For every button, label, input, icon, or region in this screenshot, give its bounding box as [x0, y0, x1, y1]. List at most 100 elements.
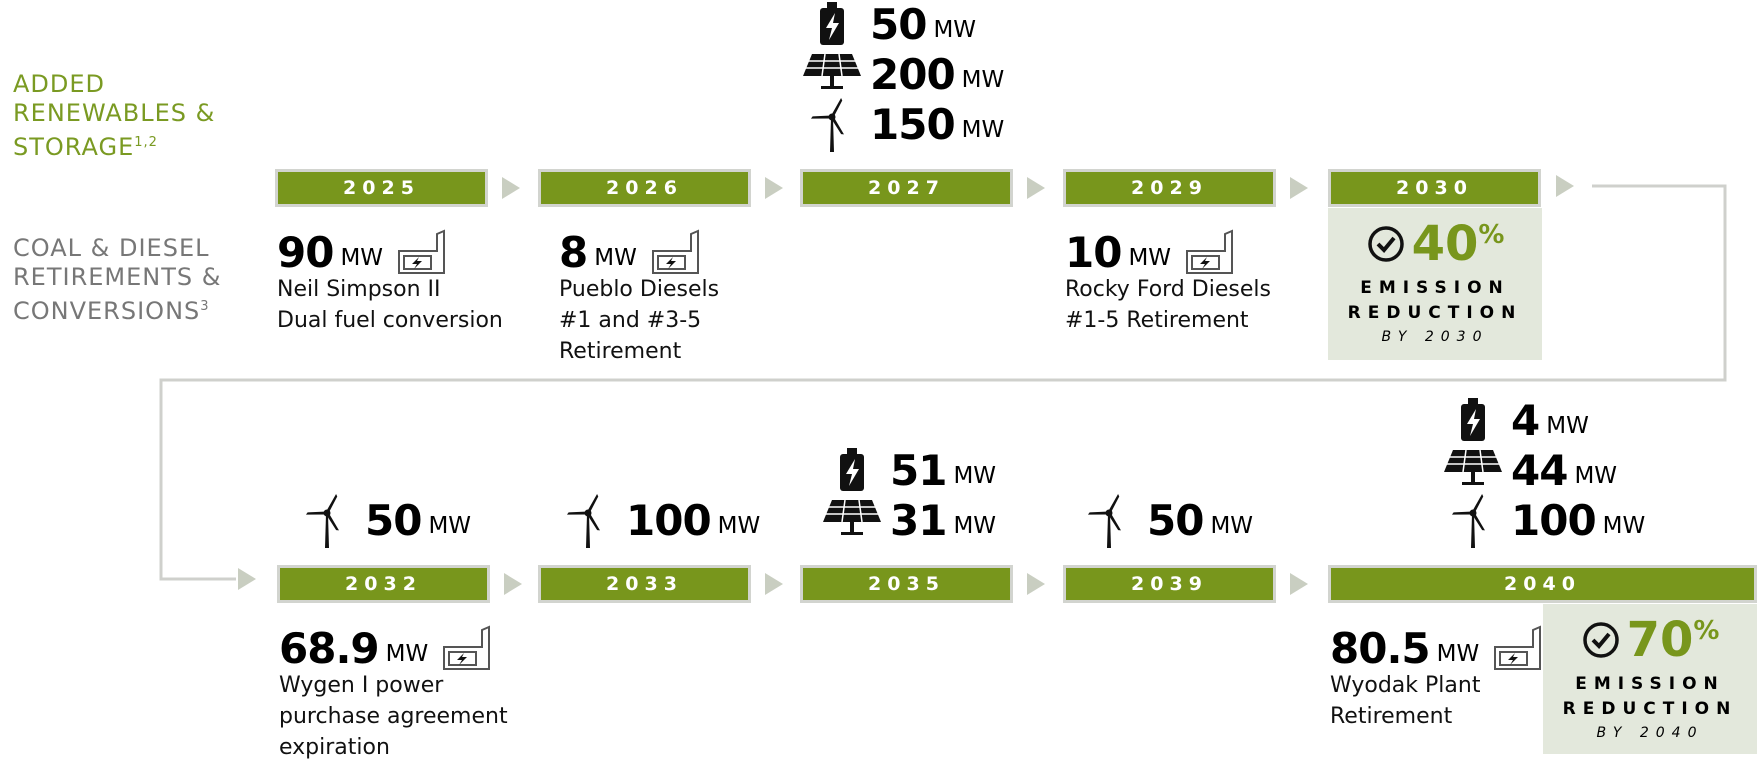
addition-value: 51 [890, 445, 947, 495]
wind-icon-part [1107, 512, 1121, 531]
icon-holder [802, 2, 862, 46]
wind-icon-part [325, 512, 339, 531]
retirement-value: 90 [277, 227, 334, 277]
wind-icon-part [830, 118, 834, 152]
addition-unit: MW [1210, 513, 1254, 539]
addition-value: 31 [890, 495, 947, 545]
solar-icon-part [838, 54, 843, 77]
icon-holder [822, 500, 882, 540]
wind-icon-part [586, 493, 599, 514]
solar-icon-part [850, 522, 854, 532]
wind-icon [810, 97, 844, 152]
retirement-text: Neil Simpson II [277, 277, 441, 302]
plant-icon-part [412, 257, 423, 269]
addition-value: 150 [870, 99, 956, 149]
retirement-unit: MW [1436, 641, 1480, 667]
plant-icon [651, 229, 699, 274]
badge-percent-symbol: % [1478, 220, 1505, 250]
plant-icon-part [1494, 625, 1542, 670]
addition: 51 MW [822, 442, 996, 498]
solar-icon-part [821, 86, 843, 89]
addition: 4 MW [1443, 392, 1589, 448]
badge-by: BY 2030 [1381, 329, 1489, 345]
addition-value: 100 [626, 495, 712, 545]
addition: 44 MW [1443, 442, 1617, 498]
battery-icon-part [1467, 409, 1480, 436]
wind-icon-part [1471, 514, 1475, 548]
solar-icon-part [1462, 482, 1484, 485]
addition: 100 MW [558, 492, 760, 548]
solar-icon-part [841, 532, 863, 535]
arrow [765, 177, 783, 199]
row-label-line: RENEWABLES & [13, 99, 216, 127]
year-bar: 2035 [800, 565, 1013, 603]
year-bar: 2026 [538, 169, 751, 207]
wind-icon-part [1451, 493, 1485, 531]
addition-unit: MW [428, 513, 472, 539]
retirement-unit: MW [340, 245, 384, 271]
addition-unit: MW [961, 67, 1005, 93]
wind-icon-part [1471, 512, 1485, 531]
plant-icon-part [403, 255, 433, 270]
badge-percent: 70% [1626, 612, 1720, 668]
icon-holder [802, 96, 862, 152]
icon-holder [1079, 492, 1139, 548]
solar-icon-part [1462, 450, 1467, 473]
retirement: 90 MW [277, 227, 451, 277]
plant-icon [1186, 229, 1234, 274]
addition-unit: MW [717, 513, 761, 539]
addition-value: 44 [1511, 445, 1568, 495]
icon-holder [1443, 492, 1503, 548]
retirement-value: 68.9 [279, 623, 380, 673]
icon-holder [802, 54, 862, 94]
icon-holder [822, 448, 882, 492]
badge-head: 70% [1543, 608, 1757, 672]
retirement-value: 10 [1065, 227, 1122, 277]
arrow [1027, 573, 1045, 595]
arrow [1027, 177, 1045, 199]
wind-icon-part [1107, 514, 1111, 548]
check-icon-part [1376, 236, 1396, 253]
check-icon-part [1591, 632, 1611, 649]
wind-icon [566, 493, 600, 548]
retirement-text: expiration [279, 735, 390, 760]
plant-icon-part [665, 257, 676, 269]
addition-value: 50 [1147, 495, 1204, 545]
retirement-text: Pueblo Diesels [559, 277, 720, 302]
battery-icon [1461, 398, 1485, 441]
wind-icon-part [1451, 511, 1474, 515]
plant-icon-part [398, 229, 446, 274]
solar-icon [1444, 450, 1502, 485]
retirement-value: 80.5 [1330, 623, 1431, 673]
wind-icon-part [1087, 493, 1121, 531]
plant-icon-part [1508, 653, 1519, 665]
wind-icon-part [810, 115, 833, 119]
row-label-line: COAL & DIESEL [13, 234, 210, 262]
wind-icon [305, 493, 339, 548]
solar-icon-part [1471, 472, 1475, 482]
arrow [1290, 573, 1308, 595]
addition-unit: MW [961, 117, 1005, 143]
badge-text: REDUCTION [1347, 303, 1523, 323]
icon-holder [558, 492, 618, 548]
wind-icon-part [1107, 493, 1120, 514]
plant-icon-part [656, 255, 686, 270]
plant-icon-part [457, 653, 468, 665]
wind-icon-part [586, 512, 600, 531]
retirement: 68.9 MW [279, 623, 496, 673]
addition-unit: MW [1546, 413, 1589, 439]
addition-value: 50 [365, 495, 422, 545]
addition-value: 200 [870, 49, 956, 99]
check-icon [1367, 226, 1404, 262]
plant-icon [443, 625, 491, 670]
addition-unit: MW [1602, 513, 1646, 539]
arrow [238, 568, 256, 590]
badge-percent-symbol: % [1693, 616, 1720, 646]
row-label-note: 3 [200, 299, 210, 314]
plant-icon-part [1186, 229, 1234, 274]
wind-icon [1451, 493, 1485, 548]
wind-icon-part [305, 511, 328, 515]
retirement-text: #1-5 Retirement [1065, 308, 1249, 333]
badge-percent: 40% [1411, 216, 1505, 272]
addition-unit: MW [1574, 463, 1618, 489]
